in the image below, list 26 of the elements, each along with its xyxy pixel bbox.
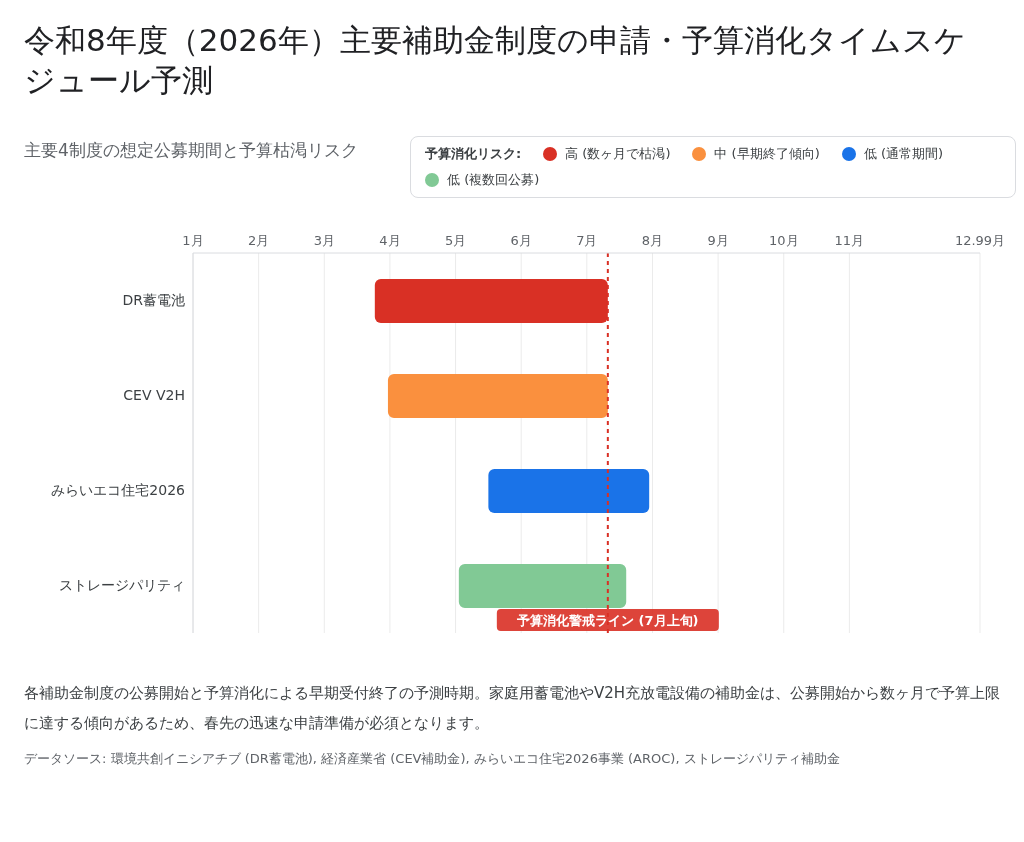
chart-title: 令和8年度（2026年）主要補助金制度の申請・予算消化タイムスケジュール予測 (23, 21, 967, 100)
y-tick-label: CEV V2H (123, 387, 185, 404)
x-tick-label: 1月 (182, 233, 204, 248)
x-tick-label: 12.99月 (954, 233, 1006, 248)
text: 各補助金制度の公募開始と予算消化による早期受付終了の予測時期。家庭用蓄電池やV2H充放電設備の補助金は、公募開始から数ヶ月で予算上限に達する傾向があるため、春先の迅速な申請準備が必須となります。 (24, 683, 1002, 734)
legend-title: 予算消化リスク: (425, 145, 522, 163)
text: データソース: 環境共創イニシアチブ (DR蓄電池), 経済産業省 (CEV補助金), みらいエコ住宅2026事業 (AROC), ストレージパリティ補助金 (24, 750, 841, 768)
ref-line-label: 予算消化警戒ライン (7月上旬) (516, 612, 699, 628)
y-tick-label: DR蓄電池 (122, 292, 185, 309)
x-tick-label: 9月 (707, 233, 729, 248)
x-tick-label: 5月 (444, 233, 467, 248)
legend-label: 高 (数ヶ月で枯渇) (564, 145, 671, 163)
chart-subtitle: 主要4制度の想定公募期間と予算枯渇リスク (24, 139, 359, 162)
x-tick-label: 4月 (379, 233, 401, 248)
legend-label: 低 (複数回公募) (446, 171, 540, 189)
legend-label: 中 (早期終了傾向) (713, 145, 820, 163)
x-tick-label: 8月 (641, 233, 664, 248)
x-tick-label: 6月 (510, 233, 532, 248)
y-tick-label: みらいエコ住宅2026 (51, 482, 186, 499)
x-tick-label: 11月 (834, 233, 865, 248)
x-tick-label: 2月 (248, 233, 270, 248)
legend-label: 低 (通常期間) (862, 145, 944, 163)
x-tick-label: 7月 (576, 233, 598, 248)
x-tick-label: 3月 (313, 233, 335, 248)
x-tick-label: 10月 (768, 233, 799, 248)
y-tick-label: ストレージパリティ (59, 577, 185, 594)
